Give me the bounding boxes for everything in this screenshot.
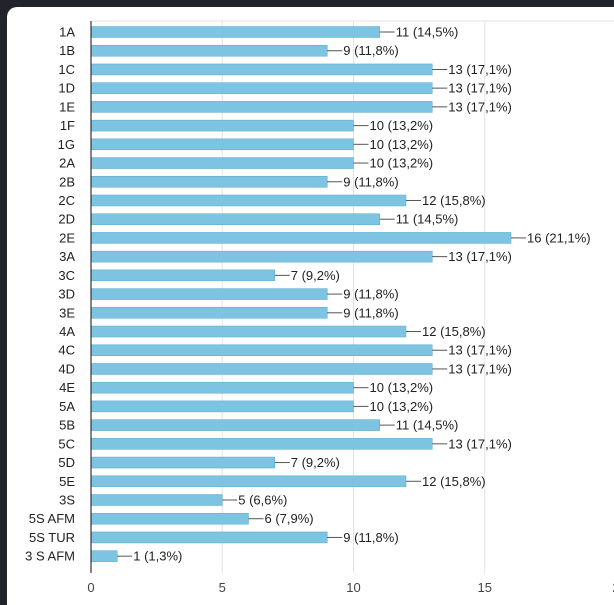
- category-label: 2A: [59, 156, 75, 171]
- category-label: 4A: [59, 324, 75, 339]
- category-label: 5S TUR: [29, 530, 75, 545]
- category-label: 3A: [59, 249, 75, 264]
- bar: [90, 381, 354, 394]
- bar: [90, 138, 354, 151]
- value-label: 12 (15,8%): [422, 324, 486, 339]
- value-label: 5 (6,6%): [238, 493, 287, 508]
- x-tick-label: 10: [346, 580, 360, 595]
- bar: [90, 63, 433, 76]
- bar: [90, 325, 407, 338]
- value-label: 16 (21,1%): [527, 230, 591, 245]
- category-label: 2C: [58, 193, 75, 208]
- value-label: 7 (9,2%): [291, 455, 340, 470]
- bar: [90, 512, 249, 525]
- category-label: 5A: [59, 399, 75, 414]
- category-label: 1F: [60, 118, 75, 133]
- x-tick-label: 5: [219, 580, 226, 595]
- value-label: 11 (14,5%): [396, 418, 459, 433]
- category-label: 3 S AFM: [25, 549, 75, 564]
- x-tick-label: 2: [612, 580, 614, 595]
- value-label: 13 (17,1%): [448, 249, 512, 264]
- value-label: 13 (17,1%): [448, 99, 512, 114]
- category-label: 4E: [59, 380, 75, 395]
- bar: [90, 269, 275, 282]
- bar: [90, 232, 512, 244]
- value-label: 9 (11,8%): [343, 305, 398, 320]
- bar: [90, 176, 328, 188]
- value-label: 9 (11,8%): [343, 287, 398, 302]
- category-label: 1C: [58, 62, 75, 77]
- bar: [90, 194, 407, 207]
- value-label: 9 (11,8%): [343, 530, 398, 545]
- value-label: 6 (7,9%): [265, 511, 314, 526]
- chart-card: 1A 11 (14,5%) 1B 9 (11,8%) 1C 13 (17,1%) 1D 13 …: [7, 7, 614, 605]
- value-label: 10 (13,2%): [370, 156, 434, 171]
- bar: [90, 307, 328, 319]
- value-label: 1 (1,3%): [133, 549, 182, 564]
- bar: [90, 344, 433, 356]
- bar: [90, 531, 328, 544]
- x-tick-label: 0: [87, 580, 94, 595]
- value-label: 10 (13,2%): [370, 137, 434, 152]
- value-label: 11 (14,5%): [396, 25, 459, 40]
- bar: [90, 288, 328, 300]
- bar: [90, 400, 354, 413]
- bar: [90, 250, 433, 263]
- value-label: 7 (9,2%): [291, 268, 340, 283]
- bar: [90, 475, 407, 488]
- category-label: 2D: [58, 212, 75, 227]
- value-label: 9 (11,8%): [343, 43, 398, 58]
- bar: [90, 119, 354, 132]
- bar: [90, 157, 354, 169]
- category-label: 1B: [59, 43, 75, 58]
- value-label: 13 (17,1%): [448, 361, 512, 376]
- category-label: 5E: [59, 474, 75, 489]
- category-label: 2E: [59, 230, 75, 245]
- category-label: 3E: [59, 305, 75, 320]
- bar: [90, 213, 380, 225]
- category-label: 5B: [59, 418, 75, 433]
- value-label: 10 (13,2%): [370, 118, 434, 133]
- value-label: 10 (13,2%): [370, 380, 434, 395]
- bar: [90, 101, 433, 113]
- value-label: 10 (13,2%): [370, 399, 434, 414]
- category-label: 4D: [58, 361, 75, 376]
- bar: [90, 363, 433, 375]
- category-label: 2B: [59, 174, 75, 189]
- bar: [90, 82, 433, 94]
- value-label: 13 (17,1%): [448, 62, 512, 77]
- category-label: 5S AFM: [29, 511, 75, 526]
- value-label: 12 (15,8%): [422, 193, 486, 208]
- bar: [90, 44, 328, 57]
- value-label: 12 (15,8%): [422, 474, 486, 489]
- value-label: 9 (11,8%): [343, 174, 398, 189]
- value-label: 13 (17,1%): [448, 436, 512, 451]
- bar: [90, 419, 380, 431]
- category-label: 5C: [58, 436, 75, 451]
- value-label: 13 (17,1%): [448, 343, 512, 358]
- category-label: 1D: [58, 81, 75, 96]
- bar-chart: 1A 11 (14,5%) 1B 9 (11,8%) 1C 13 (17,1%) 1D 13 …: [25, 20, 614, 595]
- bar: [90, 26, 380, 38]
- category-label: 1A: [59, 25, 75, 40]
- category-label: 3C: [58, 268, 75, 283]
- bar: [90, 550, 118, 562]
- bar: [90, 494, 223, 506]
- bar: [90, 438, 433, 450]
- value-label: 11 (14,5%): [396, 212, 459, 227]
- category-label: 1G: [58, 137, 75, 152]
- bar: [90, 456, 275, 469]
- category-label: 5D: [58, 455, 75, 470]
- category-label: 4C: [58, 343, 75, 358]
- category-label: 3S: [59, 493, 75, 508]
- category-label: 3D: [58, 287, 75, 302]
- category-label: 1E: [59, 99, 75, 114]
- value-label: 13 (17,1%): [448, 81, 512, 96]
- x-tick-label: 15: [478, 580, 492, 595]
